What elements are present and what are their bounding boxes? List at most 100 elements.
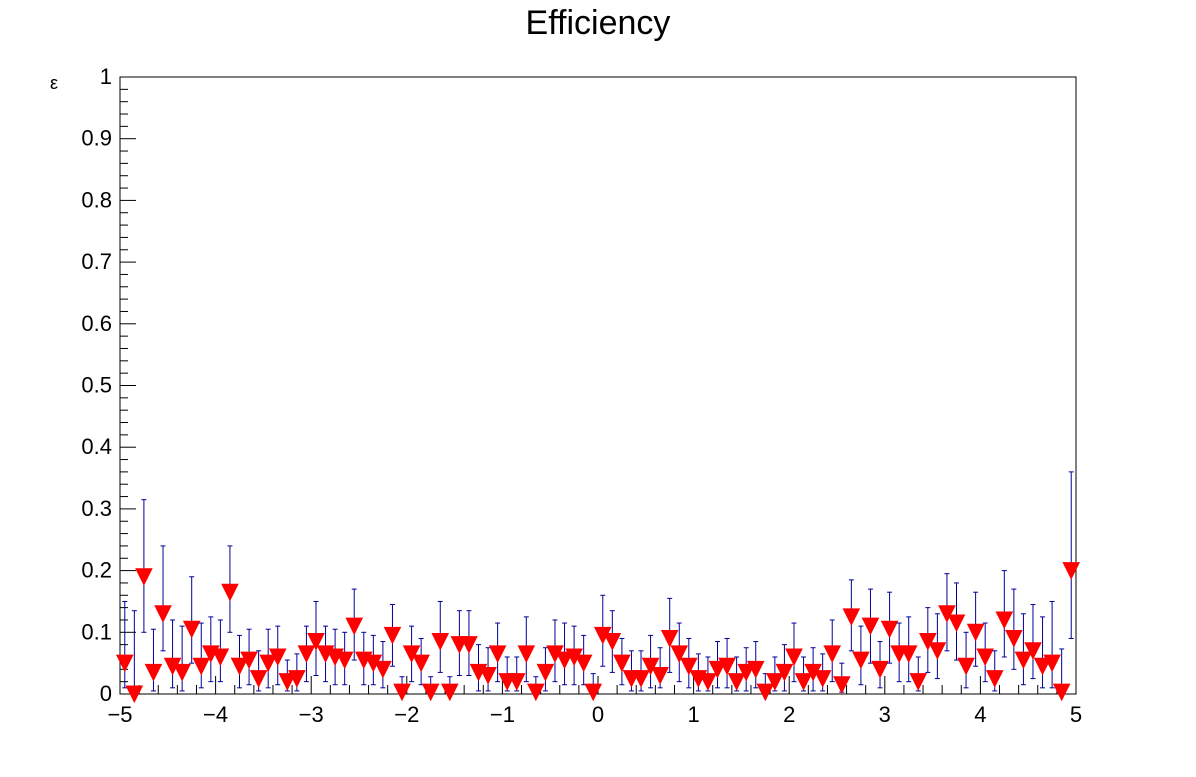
data-point (115, 600, 134, 689)
marker (976, 648, 994, 667)
marker (613, 654, 631, 673)
data-point (412, 637, 430, 686)
marker (584, 683, 603, 702)
y-axis-label: ε (50, 73, 58, 93)
marker (746, 660, 765, 679)
data-point (460, 610, 478, 676)
data-point (230, 634, 249, 689)
data-point (527, 676, 545, 702)
y-tick-label: 0.7 (81, 249, 112, 274)
x-tick-label: 4 (974, 702, 986, 727)
marker (211, 648, 230, 667)
data-point (718, 637, 736, 689)
marker (966, 623, 985, 642)
data-point (1043, 600, 1061, 689)
data-point (555, 622, 574, 686)
data-point (1005, 588, 1023, 670)
marker (813, 670, 832, 688)
data-point (307, 600, 325, 676)
marker (842, 608, 861, 626)
marker (402, 645, 421, 664)
data-point (746, 641, 765, 689)
marker (507, 673, 526, 691)
marker (641, 657, 660, 676)
marker (431, 633, 450, 651)
data-point (288, 653, 306, 692)
x-tick-label: 2 (783, 702, 795, 727)
marker (536, 663, 555, 682)
marker (766, 673, 784, 691)
data-point (813, 653, 832, 692)
data-point (268, 625, 287, 686)
data-point (211, 619, 230, 683)
data-point (1062, 471, 1081, 639)
marker (938, 605, 956, 623)
plot-frame (119, 76, 1077, 695)
marker (144, 663, 163, 682)
marker (517, 645, 536, 664)
data-point (163, 619, 182, 689)
marker (479, 666, 497, 685)
marker (154, 605, 172, 623)
data-point (823, 619, 842, 683)
marker (441, 683, 459, 702)
data-point (441, 676, 459, 702)
data-point (345, 588, 364, 661)
data-point (766, 656, 784, 692)
y-tick-label: 0.6 (81, 311, 112, 336)
data-point (517, 616, 536, 683)
data-point (680, 637, 698, 689)
data-point (909, 656, 928, 692)
marker (756, 683, 775, 702)
data-point (402, 625, 421, 683)
data-point (431, 600, 450, 673)
data-point (603, 610, 622, 673)
marker (823, 645, 842, 664)
marker (947, 614, 966, 633)
marker (115, 654, 134, 673)
marker (192, 657, 211, 676)
data-point (957, 631, 975, 689)
marker (899, 645, 918, 664)
marker (718, 657, 736, 676)
data-point (488, 622, 507, 683)
x-tick-label: −4 (203, 702, 228, 727)
x-tick-label: 3 (879, 702, 891, 727)
marker (727, 673, 746, 691)
marker (909, 673, 928, 691)
data-point (1033, 616, 1052, 689)
data-point (871, 641, 889, 689)
data-point (794, 656, 813, 692)
data-point (1014, 613, 1033, 686)
marker (737, 663, 755, 682)
data-point (249, 650, 268, 692)
data-point (335, 631, 354, 686)
data-point (785, 622, 803, 683)
data-point (144, 628, 163, 692)
y-tick-label: 0.5 (81, 373, 112, 398)
data-point (240, 628, 258, 686)
data-point (297, 625, 316, 683)
data-point (259, 628, 277, 689)
marker (182, 620, 201, 639)
data-point (947, 582, 966, 661)
data-point (976, 622, 994, 683)
data-point (966, 591, 985, 667)
data-point (995, 570, 1014, 658)
data-point (641, 634, 660, 689)
data-point (536, 647, 555, 692)
data-point (861, 588, 880, 664)
data-point (393, 676, 411, 702)
marker (995, 611, 1014, 630)
data-point (660, 597, 679, 673)
marker (1033, 657, 1052, 676)
marker (249, 670, 268, 688)
data-point (708, 641, 727, 689)
data-point (985, 650, 1004, 692)
data-point (278, 659, 297, 692)
marker (230, 657, 249, 676)
x-tick-label: −5 (107, 702, 132, 727)
marker (335, 651, 354, 670)
marker (173, 663, 191, 682)
